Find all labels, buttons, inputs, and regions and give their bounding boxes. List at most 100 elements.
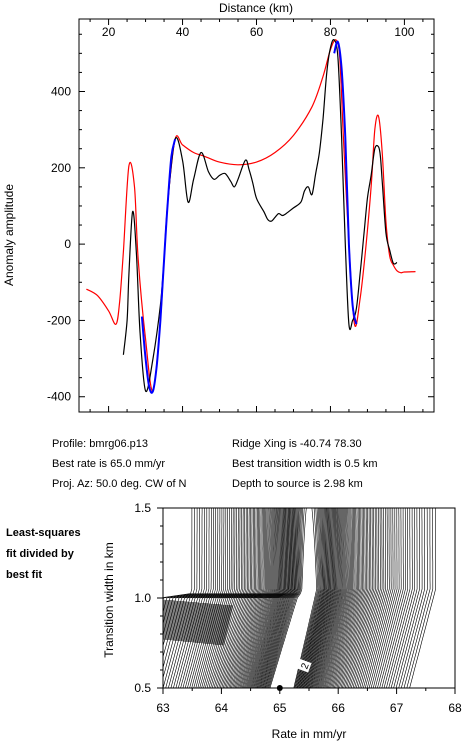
misfit-contour-line (354, 508, 381, 688)
misfit-contour-line (312, 508, 339, 688)
misfit-contour-line (191, 508, 237, 688)
misfit-contour-line (296, 508, 322, 688)
misfit-contour-line (163, 620, 229, 628)
misfit-contour-line (163, 508, 210, 669)
misfit-contour-line (337, 508, 365, 688)
misfit-contour-line (197, 508, 242, 688)
misfit-contour-line (332, 508, 359, 688)
misfit-contour-line (301, 508, 327, 688)
misfit-contour-line (398, 508, 425, 688)
misfit-contour-line (232, 508, 271, 688)
misfit-contour-line (163, 629, 227, 637)
misfit-contour-line (163, 614, 230, 622)
profile-y-tick-labels: 400 200 0 -200 -400 (47, 84, 71, 403)
profile-x-tick-label: 60 (250, 25, 264, 39)
misfit-contour-line (163, 634, 225, 642)
misfit-contour-line (313, 508, 339, 688)
misfit-contour-line (163, 508, 203, 637)
misfit-contour-line (163, 599, 234, 607)
misfit-contour-line (163, 607, 232, 615)
misfit-contour-line (372, 508, 400, 688)
misfit-contour-line (314, 508, 341, 688)
profile-y-tick-label: 0 (64, 237, 71, 251)
misfit-contour-line (163, 508, 212, 680)
misfit-contour-line (265, 508, 300, 688)
best-rate: Best rate is 65.0 mm/yr (52, 458, 166, 470)
misfit-chart: 63 64 65 66 67 68 0.5 1.0 1.5 2 Rate in mm/yr T… (102, 501, 462, 741)
misfit-contour-line (163, 603, 233, 611)
misfit-contour-line (163, 608, 231, 616)
misfit-contour-line (365, 508, 392, 688)
misfit-contour-line (163, 606, 232, 614)
misfit-contour-line (163, 625, 228, 633)
misfit-contour-line (163, 508, 198, 614)
misfit-contour-line (205, 508, 248, 688)
misfit-contour-line (295, 508, 320, 688)
misfit-contour-line (163, 508, 205, 648)
misfit-contour-line (321, 508, 348, 688)
misfit-contour-line (163, 612, 231, 620)
misfit-contour-line (163, 600, 233, 608)
misfit-contour-line (163, 611, 231, 619)
misfit-contour-line (307, 508, 333, 688)
misfit-contours (163, 508, 436, 688)
misfit-contour-line (210, 508, 253, 688)
misfit-contour-line (244, 508, 281, 688)
misfit-contour-line (224, 508, 264, 688)
best-fit-marker (276, 685, 283, 691)
misfit-contour-line (163, 621, 228, 629)
misfit-contour-line (218, 508, 259, 688)
misfit-contour-line (184, 508, 232, 688)
misfit-contour-line (335, 508, 362, 688)
misfit-contour-line (383, 508, 411, 688)
misfit-contour-line (368, 508, 396, 688)
misfit-contour-line (173, 508, 223, 688)
misfit-contour-line (187, 508, 234, 688)
misfit-x-tick-label: 66 (332, 701, 346, 715)
misfit-contour-line (201, 508, 245, 688)
misfit-y-ticks (157, 507, 163, 689)
misfit-contour-line (258, 508, 293, 688)
misfit-contour-line (267, 508, 302, 688)
misfit-contour-line (163, 626, 227, 634)
misfit-contour-line (206, 508, 250, 688)
misfit-contour-line (342, 508, 369, 688)
misfit-contour-line (199, 508, 244, 688)
profile-y-axis-label: Anomaly amplitude (2, 184, 16, 286)
misfit-contour-line (298, 508, 323, 688)
misfit-contour-line (163, 613, 230, 621)
side-note-line: best fit (6, 569, 43, 581)
misfit-contour-line (263, 508, 298, 688)
misfit-contour-line (304, 508, 331, 688)
misfit-contour-line (298, 508, 324, 688)
misfit-contour-line (163, 508, 214, 688)
misfit-contour-line (233, 508, 272, 688)
misfit-contour-line (163, 617, 229, 625)
misfit-contour-line (257, 508, 292, 688)
misfit-contour-line (313, 508, 340, 688)
misfit-x-tick-label: 67 (390, 701, 404, 715)
profile-series-line (86, 39, 416, 392)
misfit-contour-line (219, 508, 261, 688)
misfit-contour-line (163, 628, 227, 636)
misfit-contour-line (249, 508, 285, 688)
misfit-contour-line (225, 508, 265, 688)
misfit-contour-line (163, 609, 231, 617)
misfit-contour-line (250, 508, 286, 688)
misfit-contour-line (266, 508, 301, 688)
misfit-y-tick-label: 0.5 (134, 681, 151, 695)
misfit-contour-line (370, 508, 398, 688)
misfit-contour-line (303, 508, 329, 688)
misfit-contour-line (300, 508, 326, 688)
misfit-contour-line (213, 508, 255, 688)
misfit-contour-line (343, 508, 370, 688)
misfit-contour-line (347, 508, 375, 688)
misfit-contour-line (163, 618, 229, 626)
misfit-contour-line (248, 508, 284, 688)
misfit-x-tick-label: 68 (448, 701, 462, 715)
misfit-contour-line (256, 508, 292, 688)
misfit-contour-line (322, 508, 349, 688)
misfit-contour-line (339, 508, 366, 688)
misfit-contour-line (227, 508, 267, 688)
misfit-contour-line (403, 508, 431, 688)
